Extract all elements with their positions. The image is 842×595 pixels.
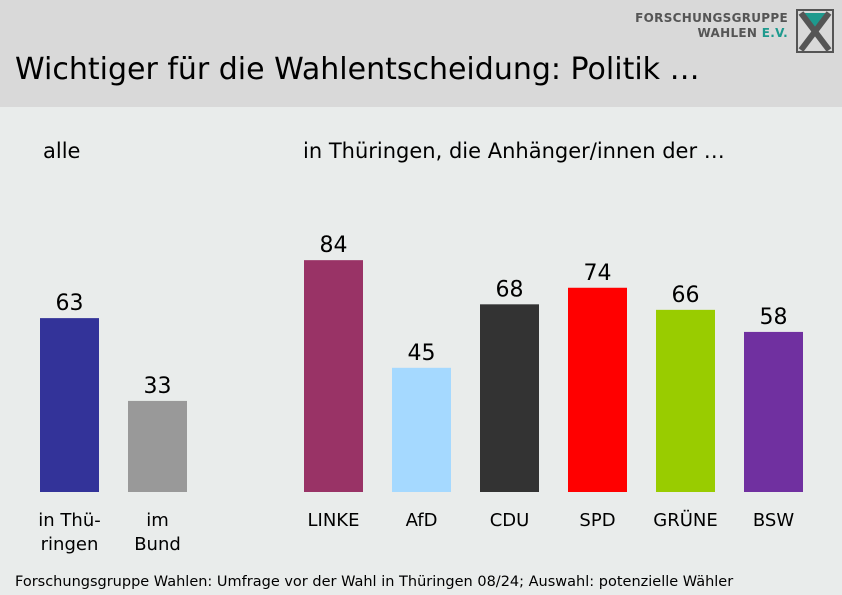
bar-value-label: 45 — [408, 341, 436, 366]
bar — [568, 287, 627, 492]
left-section-label: alle — [43, 139, 81, 163]
bar-value-label: 33 — [144, 374, 172, 399]
logo-word: WAHLEN — [697, 26, 758, 40]
category-label: im — [146, 510, 169, 531]
category-label: ringen — [41, 534, 99, 555]
bar-value-label: 84 — [320, 233, 348, 258]
right-section-label: in Thüringen, die Anhänger/innen der … — [303, 139, 725, 163]
bar — [744, 331, 803, 492]
category-label: BSW — [753, 510, 794, 531]
bar — [304, 260, 363, 492]
logo-line-2: WAHLEN E.V. — [635, 26, 788, 41]
bar-value-label: 63 — [56, 291, 84, 316]
category-label: in Thü- — [38, 510, 100, 531]
logo-suffix: E.V. — [761, 26, 788, 40]
category-label: CDU — [490, 510, 530, 531]
logo-line-1: FORSCHUNGSGRUPPE — [635, 11, 788, 25]
bar — [40, 318, 99, 492]
category-label: SPD — [579, 510, 615, 531]
category-label: Bund — [134, 534, 181, 555]
bar-value-label: 58 — [760, 305, 788, 330]
bar — [480, 304, 539, 492]
bar-value-label: 74 — [584, 261, 612, 286]
page-title: Wichtiger für die Wahlentscheidung: Poli… — [15, 52, 700, 87]
bar — [128, 400, 187, 492]
category-label: AfD — [406, 510, 438, 531]
header-bar: Wichtiger für die Wahlentscheidung: Poli… — [0, 0, 842, 107]
footer-source: Forschungsgruppe Wahlen: Umfrage vor der… — [15, 574, 734, 590]
category-label: LINKE — [308, 510, 360, 531]
bar — [392, 367, 451, 492]
bar-value-label: 68 — [496, 277, 524, 302]
bar-value-label: 66 — [672, 283, 700, 308]
category-label: GRÜNE — [653, 509, 717, 531]
logo-text: FORSCHUNGSGRUPPE WAHLEN E.V. — [635, 11, 788, 41]
logo-x-icon — [796, 9, 834, 53]
bar — [656, 309, 715, 492]
